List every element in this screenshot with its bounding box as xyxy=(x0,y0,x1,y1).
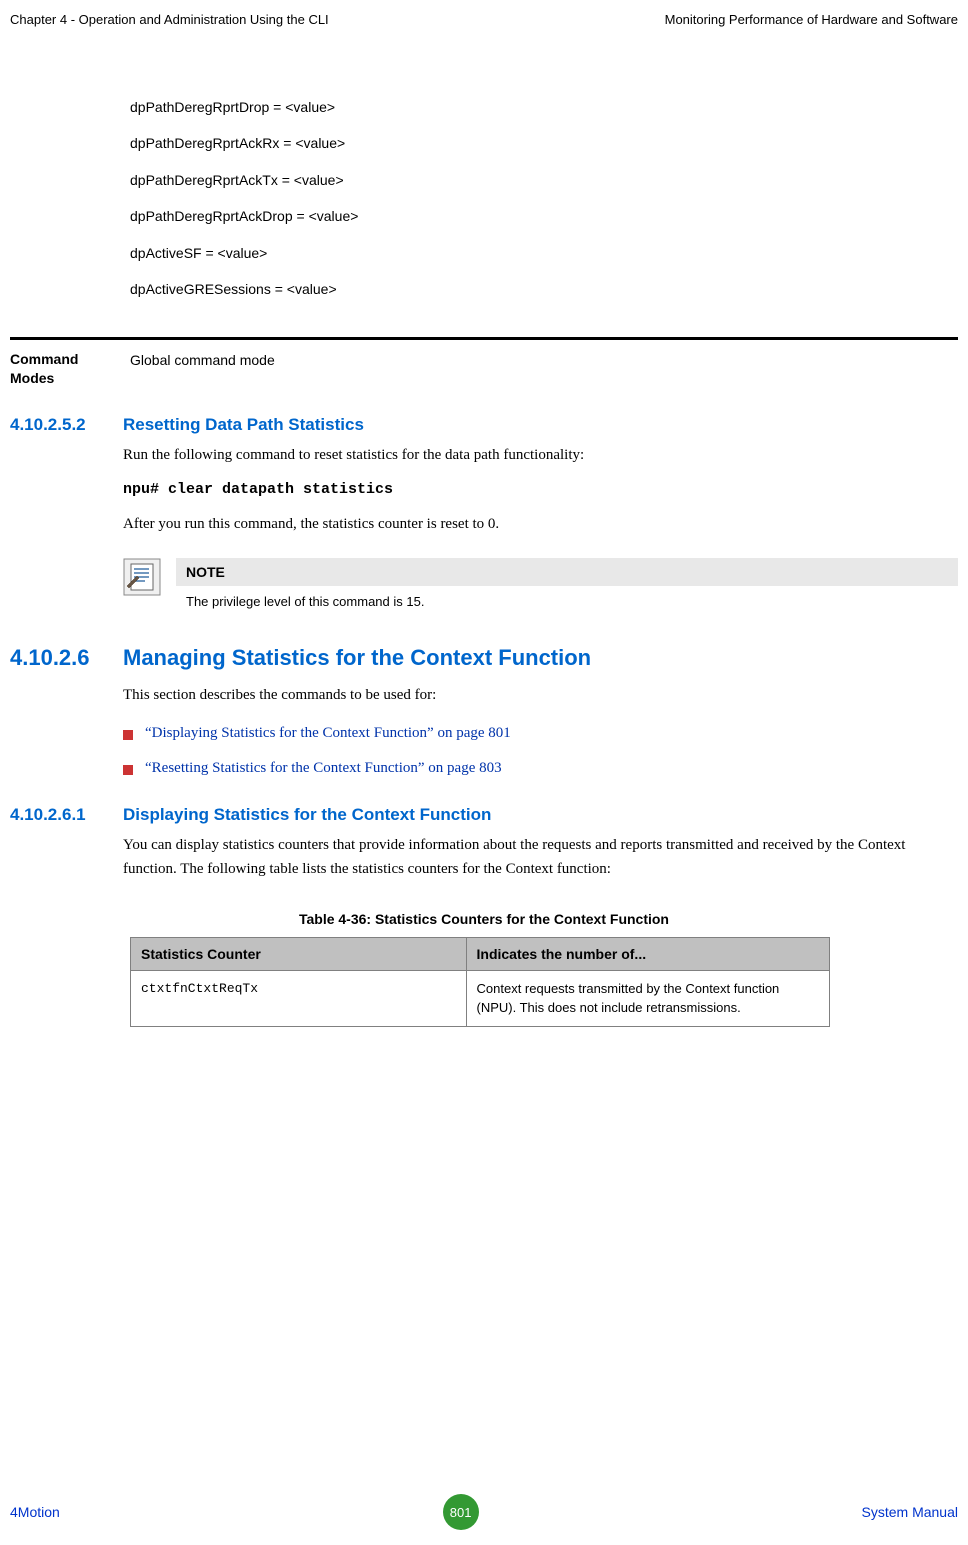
note-icon xyxy=(123,558,161,596)
page-number-badge: 801 xyxy=(443,1494,479,1530)
param-line: dpPathDeregRprtAckDrop = <value> xyxy=(130,198,958,234)
bullet-link[interactable]: “Displaying Statistics for the Context F… xyxy=(145,725,511,742)
section-resetting-datapath: 4.10.2.5.2 Resetting Data Path Statistic… xyxy=(10,415,958,617)
page-header: Chapter 4 - Operation and Administration… xyxy=(0,0,968,39)
param-line: dpPathDeregRprtDrop = <value> xyxy=(130,89,958,125)
body-text: After you run this command, the statisti… xyxy=(123,512,958,536)
table-cell-counter: ctxtfnCtxtReqTx xyxy=(131,970,467,1026)
command-modes-section: Command Modes Global command mode xyxy=(10,337,958,386)
parameter-list: dpPathDeregRprtDrop = <value> dpPathDere… xyxy=(130,89,958,307)
section-number: 4.10.2.5.2 xyxy=(10,415,123,617)
main-content: dpPathDeregRprtDrop = <value> dpPathDere… xyxy=(0,89,968,1027)
stats-table: Statistics Counter Indicates the number … xyxy=(130,937,830,1027)
note-text: The privilege level of this command is 1… xyxy=(176,586,958,617)
table-caption: Table 4-36: Statistics Counters for the … xyxy=(10,911,958,927)
table-header-cell: Indicates the number of... xyxy=(466,937,829,970)
page-number: 801 xyxy=(450,1505,472,1520)
body-text: You can display statistics counters that… xyxy=(123,833,958,881)
command-modes-label: Command Modes xyxy=(10,350,110,386)
section-content: Resetting Data Path Statistics Run the f… xyxy=(123,415,958,617)
note-content: NOTE The privilege level of this command… xyxy=(176,558,958,617)
table-cell-description: Context requests transmitted by the Cont… xyxy=(466,970,829,1026)
section-managing-context: 4.10.2.6 Managing Statistics for the Con… xyxy=(10,645,958,777)
table-row: ctxtfnCtxtReqTx Context requests transmi… xyxy=(131,970,830,1026)
section-content: Displaying Statistics for the Context Fu… xyxy=(123,805,958,881)
note-box: NOTE The privilege level of this command… xyxy=(123,558,958,617)
note-header: NOTE xyxy=(176,558,958,586)
footer-left[interactable]: 4Motion xyxy=(10,1504,60,1520)
bullet-item: “Displaying Statistics for the Context F… xyxy=(123,725,958,742)
section-number: 4.10.2.6 xyxy=(10,645,123,777)
header-right: Monitoring Performance of Hardware and S… xyxy=(665,12,958,27)
table-header-row: Statistics Counter Indicates the number … xyxy=(131,937,830,970)
page-footer: 4Motion 801 System Manual xyxy=(0,1494,968,1530)
param-line: dpActiveSF = <value> xyxy=(130,235,958,271)
section-number: 4.10.2.6.1 xyxy=(10,805,123,881)
section-content: Managing Statistics for the Context Func… xyxy=(123,645,958,777)
header-left: Chapter 4 - Operation and Administration… xyxy=(10,12,329,27)
command-modes-value: Global command mode xyxy=(130,350,275,386)
section-displaying-context: 4.10.2.6.1 Displaying Statistics for the… xyxy=(10,805,958,881)
section-heading: Managing Statistics for the Context Func… xyxy=(123,645,958,671)
bullet-item: “Resetting Statistics for the Context Fu… xyxy=(123,760,958,777)
param-line: dpPathDeregRprtAckRx = <value> xyxy=(130,125,958,161)
section-heading: Displaying Statistics for the Context Fu… xyxy=(123,805,958,825)
bullet-square-icon xyxy=(123,765,133,775)
footer-right[interactable]: System Manual xyxy=(862,1504,958,1520)
bullet-square-icon xyxy=(123,730,133,740)
param-line: dpPathDeregRprtAckTx = <value> xyxy=(130,162,958,198)
body-text: This section describes the commands to b… xyxy=(123,683,958,707)
bullet-link[interactable]: “Resetting Statistics for the Context Fu… xyxy=(145,760,502,777)
table-header-cell: Statistics Counter xyxy=(131,937,467,970)
section-heading: Resetting Data Path Statistics xyxy=(123,415,958,435)
param-line: dpActiveGRESessions = <value> xyxy=(130,271,958,307)
body-text: Run the following command to reset stati… xyxy=(123,443,958,467)
code-command: npu# clear datapath statistics xyxy=(123,481,958,498)
